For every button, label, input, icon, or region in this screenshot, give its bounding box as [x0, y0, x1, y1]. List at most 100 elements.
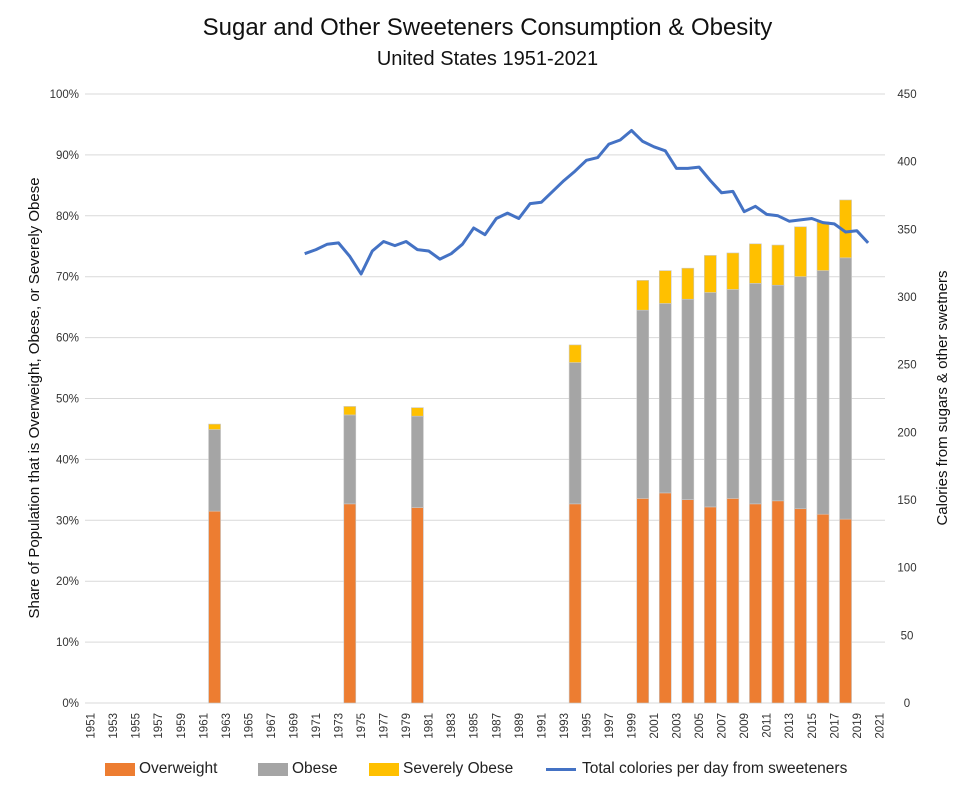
- bar-overweight-2010: [749, 503, 762, 704]
- bar-severely-obese-2016: [816, 221, 830, 271]
- bar-severely-obese-2006: [704, 255, 717, 293]
- x-tick-label: 2013: [784, 713, 796, 739]
- bar-overweight-2000: [636, 498, 650, 704]
- y-left-tick-label: 100%: [50, 89, 79, 101]
- y-right-tick-label: 150: [897, 495, 916, 507]
- bar-severely-obese-2002: [658, 270, 672, 304]
- bar-overweight-2004: [681, 499, 695, 704]
- gridlines: [85, 93, 885, 704]
- x-tick-label: 2009: [739, 713, 751, 739]
- legend-item-obese: Obese: [258, 760, 338, 778]
- x-tick-label: 1951: [86, 713, 98, 739]
- x-tick-label: 1965: [243, 713, 255, 739]
- x-tick-label: 1973: [334, 713, 346, 739]
- y-right-tick-label: 400: [897, 157, 916, 169]
- y-right-tick-label: 100: [897, 563, 916, 575]
- legend-swatch-overweight: [105, 762, 135, 776]
- x-tick-label: 1985: [469, 713, 481, 739]
- y-right-tick-label: 300: [897, 292, 916, 304]
- y-left-tick-label: 20%: [56, 576, 79, 588]
- legend-label-severely-obese: Severely Obese: [403, 760, 514, 777]
- x-tick-label: 1989: [514, 713, 526, 739]
- y-left-tick-label: 0%: [62, 698, 79, 710]
- bar-obese-2016: [816, 270, 830, 515]
- x-tick-label: 2021: [874, 713, 886, 739]
- x-tick-label: 1993: [559, 713, 571, 739]
- bar-obese-2010: [749, 283, 762, 505]
- x-tick-label: 2005: [694, 713, 706, 739]
- x-tick-label: 1959: [176, 713, 188, 739]
- y-left-tick-label: 50%: [56, 394, 79, 406]
- legend: Overweight Obese Severely Obese Total co…: [0, 760, 975, 782]
- bar-overweight-2014: [794, 508, 807, 704]
- bar-obese-2006: [704, 292, 717, 508]
- bar-severely-obese-1974: [343, 406, 357, 416]
- calories-line-series: [304, 129, 870, 276]
- bar-severely-obese-2012: [771, 244, 785, 286]
- legend-item-calories-line: Total colories per day from sweeteners: [546, 760, 847, 778]
- x-tick-label: 1967: [266, 713, 278, 739]
- bar-obese-2018: [839, 257, 852, 520]
- bar-obese-1962: [208, 429, 221, 512]
- y-axis-right-label: Calories from sugars & other swetners: [934, 270, 951, 525]
- x-tick-label: 1995: [581, 713, 593, 739]
- x-tick-label: 1975: [356, 713, 368, 739]
- left-axis-ticks: 0% 10% 20% 30% 40% 50% 60% 70% 80% 90% 100%: [50, 89, 79, 710]
- y-right-tick-label: 350: [897, 224, 916, 236]
- bar-severely-obese-1994: [568, 344, 582, 363]
- bar-overweight-1994: [568, 503, 582, 704]
- y-left-tick-label: 70%: [56, 272, 79, 284]
- legend-label-overweight: Overweight: [139, 760, 218, 777]
- y-right-tick-label: 450: [897, 89, 916, 101]
- x-tick-label: 1961: [198, 713, 210, 739]
- x-tick-label: 1971: [311, 713, 323, 739]
- x-axis-ticks: 1951 1953 1955 1957 1959 1961 1963 1965 1967 1969…: [86, 713, 887, 739]
- x-tick-label: 2019: [852, 713, 864, 739]
- y-right-tick-label: 0: [904, 698, 910, 710]
- y-left-tick-label: 60%: [56, 333, 79, 345]
- bar-severely-obese-2000: [636, 280, 650, 311]
- y-left-tick-label: 80%: [56, 211, 79, 223]
- x-tick-label: 1979: [401, 713, 413, 739]
- x-tick-label: 1955: [131, 713, 143, 739]
- x-tick-label: 1969: [288, 713, 300, 739]
- bar-severely-obese-2010: [749, 243, 762, 284]
- legend-label-line: Total colories per day from sweeteners: [582, 760, 848, 777]
- bar-severely-obese-2014: [794, 226, 807, 277]
- bar-obese-1994: [568, 362, 582, 505]
- y-left-tick-label: 30%: [56, 515, 79, 527]
- stacked-bars: [208, 199, 852, 704]
- bar-overweight-1974: [343, 503, 357, 704]
- x-tick-label: 1957: [153, 713, 165, 739]
- bar-obese-1980: [411, 415, 424, 508]
- bar-severely-obese-1962: [208, 423, 221, 430]
- right-axis-ticks: 0 50 100 150 200 250 300 350 400 450: [897, 89, 916, 710]
- legend-swatch-line: [546, 767, 576, 771]
- y-right-tick-label: 200: [897, 427, 916, 439]
- x-tick-label: 1983: [446, 713, 458, 739]
- bar-overweight-1980: [411, 507, 424, 704]
- y-right-tick-label: 50: [901, 630, 914, 642]
- x-tick-label: 1991: [536, 713, 548, 739]
- chart-subtitle: United States 1951-2021: [376, 48, 599, 70]
- x-tick-label: 2015: [807, 713, 819, 739]
- bar-overweight-2006: [704, 506, 717, 704]
- bar-obese-2012: [771, 284, 785, 502]
- bar-overweight-2018: [839, 518, 852, 704]
- bar-severely-obese-1980: [411, 407, 424, 417]
- legend-label-obese: Obese: [292, 760, 338, 777]
- x-tick-label: 2003: [672, 713, 684, 739]
- bar-overweight-2008: [726, 498, 740, 704]
- legend-swatch-severely-obese: [369, 762, 399, 776]
- legend-item-overweight: Overweight: [105, 760, 217, 778]
- y-right-tick-label: 250: [897, 360, 916, 372]
- bar-obese-2014: [794, 276, 807, 510]
- x-tick-label: 1977: [379, 713, 391, 739]
- x-tick-label: 2007: [717, 713, 729, 739]
- bar-overweight-1962: [208, 510, 221, 704]
- bar-overweight-2002: [658, 492, 672, 704]
- bar-overweight-2012: [771, 500, 785, 704]
- bar-severely-obese-2008: [726, 252, 740, 290]
- y-axis-left-label: Share of Population that is Overweight, …: [26, 177, 43, 618]
